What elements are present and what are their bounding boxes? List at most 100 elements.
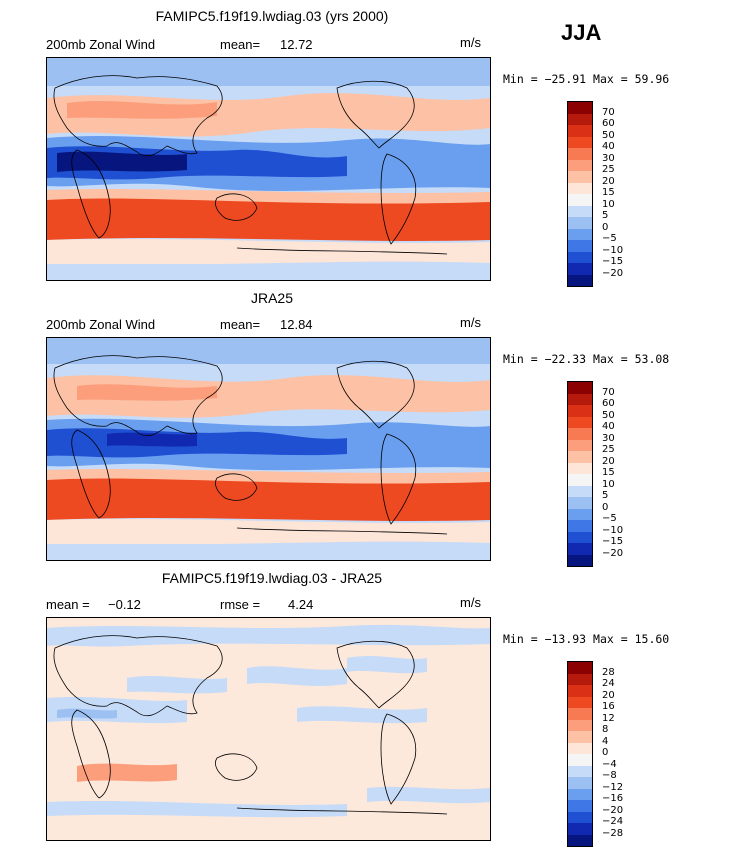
colorbar-segment	[568, 673, 592, 685]
panel-2-max-value: 53.08	[634, 352, 670, 366]
colorbar-segment	[568, 811, 592, 823]
colorbar-segment	[568, 274, 592, 286]
colorbar-segment	[568, 228, 592, 240]
panel-1-max-label: Max =	[593, 72, 628, 86]
colorbar-segment	[568, 777, 592, 789]
colorbar-segment	[568, 251, 592, 263]
panel-1-min-value: −25.91	[544, 72, 587, 86]
colorbar-tick-label: 8	[602, 724, 609, 735]
colorbar-tick-label: −12	[602, 781, 624, 793]
colorbar-tick-label: 60	[602, 118, 615, 129]
colorbar-tick-label: −24	[602, 816, 624, 827]
panel-3-map-svg	[47, 618, 490, 840]
panel-1-variable-label: 200mb Zonal Wind	[46, 37, 156, 52]
colorbar-tick-label: −5	[602, 233, 617, 244]
panel-1-map-svg	[47, 58, 490, 280]
colorbar-tick-label: −4	[602, 758, 617, 770]
colorbar-segment	[568, 217, 592, 229]
panel-3-title: FAMIPC5.f19f19.lwdiag.03 - JRA25	[161, 570, 383, 586]
panel-2-minmax: Min = −22.33 Max = 53.08	[503, 352, 669, 366]
panel-1-max-value: 59.96	[634, 72, 670, 86]
colorbar-segment	[568, 800, 592, 812]
panel-1-mean-value: 12.72	[280, 37, 313, 52]
season-label: JJA	[561, 20, 602, 45]
panel-3-min-label: Min =	[503, 632, 538, 646]
colorbar-tick-label: 15	[602, 467, 615, 478]
panel-2-map	[46, 337, 491, 561]
colorbar-segment	[568, 742, 592, 754]
panel-3-units: m/s	[460, 595, 481, 610]
panel-1-min-label: Min =	[503, 72, 538, 86]
colorbar-segment	[568, 708, 592, 720]
panel-3-mean-label: mean =	[46, 597, 90, 612]
colorbar-tick-label: 20	[602, 175, 615, 187]
panel-1-map	[46, 57, 491, 281]
colorbar-segment	[568, 136, 592, 148]
colorbar-segment	[568, 171, 592, 183]
colorbar-segment	[568, 194, 592, 206]
colorbar-segment	[568, 382, 592, 394]
colorbar-segment	[568, 662, 592, 674]
colorbar-segment	[568, 719, 592, 731]
panel-1-colorbar	[567, 101, 593, 287]
colorbar-segment	[568, 497, 592, 509]
colorbar-tick-label: 25	[602, 444, 615, 455]
colorbar-tick-label: 20	[602, 689, 615, 701]
colorbar-tick-label: 20	[602, 455, 615, 467]
colorbar-tick-label: 4	[602, 735, 609, 747]
colorbar-segment	[568, 439, 592, 451]
colorbar-tick-label: 25	[602, 164, 615, 175]
colorbar-segment	[568, 428, 592, 440]
colorbar-segment	[568, 531, 592, 543]
colorbar-segment	[568, 159, 592, 171]
colorbar-tick-label: −15	[602, 256, 624, 267]
colorbar-segment	[568, 405, 592, 417]
panel-2-map-svg	[47, 338, 490, 560]
colorbar-tick-label: 50	[602, 409, 615, 421]
colorbar-tick-label: −15	[602, 536, 624, 547]
panel-2-variable-label: 200mb Zonal Wind	[46, 317, 156, 332]
colorbar-segment	[568, 754, 592, 766]
colorbar-segment	[568, 148, 592, 160]
colorbar-segment	[568, 508, 592, 520]
colorbar-tick-label: −10	[602, 244, 624, 256]
colorbar-tick-label: 0	[602, 747, 609, 758]
colorbar-segment	[568, 731, 592, 743]
panel-2-title: JRA25	[250, 290, 294, 306]
colorbar-tick-label: 5	[602, 210, 609, 221]
colorbar-segment	[568, 182, 592, 194]
colorbar-tick-label: 0	[602, 221, 609, 233]
colorbar-segment	[568, 113, 592, 125]
colorbar-segment	[568, 788, 592, 800]
colorbar-tick-label: 50	[602, 129, 615, 141]
colorbar-tick-label: −8	[602, 770, 617, 781]
colorbar-segment	[568, 102, 592, 114]
colorbar-segment	[568, 462, 592, 474]
colorbar-tick-label: 5	[602, 490, 609, 501]
colorbar-tick-label: 10	[602, 198, 615, 210]
panel-2-mean-label: mean=	[220, 317, 261, 332]
colorbar-tick-label: 15	[602, 187, 615, 198]
panel-1-title: FAMIPC5.f19f19.lwdiag.03 (yrs 2000)	[155, 8, 389, 24]
panel-3-mean-value: −0.12	[108, 597, 141, 612]
colorbar-segment	[568, 474, 592, 486]
colorbar-tick-label: −20	[602, 804, 624, 816]
colorbar-tick-label: 0	[602, 501, 609, 513]
panel-3-rmse-label: rmse =	[220, 597, 261, 612]
colorbar-segment	[568, 685, 592, 697]
colorbar-segment	[568, 554, 592, 566]
colorbar-segment	[568, 205, 592, 217]
panel-3-colorbar	[567, 661, 593, 847]
colorbar-tick-label: −20	[602, 267, 624, 279]
colorbar-tick-label: 60	[602, 398, 615, 409]
colorbar-tick-label: 24	[602, 678, 615, 689]
panel-3-rmse-value: 4.24	[288, 597, 314, 612]
colorbar-segment	[568, 263, 592, 275]
panel-3-max-label: Max =	[593, 632, 628, 646]
colorbar-segment	[568, 485, 592, 497]
colorbar-segment	[568, 393, 592, 405]
colorbar-segment	[568, 451, 592, 463]
colorbar-tick-label: −20	[602, 547, 624, 559]
colorbar-segment	[568, 696, 592, 708]
colorbar-segment	[568, 834, 592, 846]
